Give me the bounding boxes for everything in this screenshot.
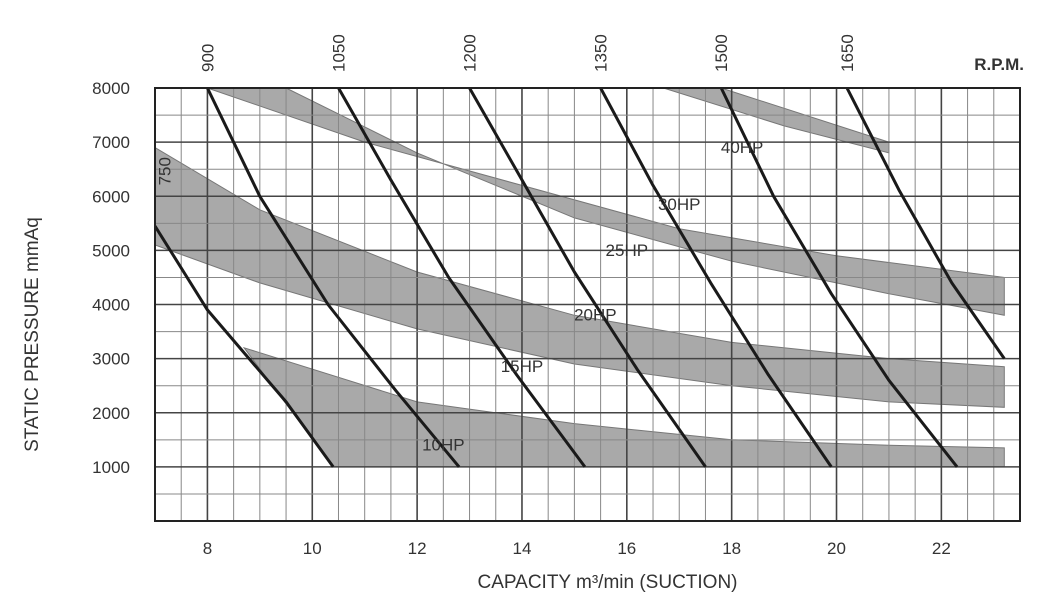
y-axis-title: STATIC PRESSURE mmAq	[22, 217, 43, 452]
hp-label-25hp: 25HP	[606, 241, 649, 260]
x-tick-label: 18	[722, 539, 741, 558]
y-tick-label: 1000	[92, 458, 130, 477]
hp-label-15hp: 15HP	[501, 357, 544, 376]
y-tick-label: 6000	[92, 187, 130, 206]
rpm-curve-750	[155, 225, 335, 468]
tick-labels: 8 10 12 14 16 18 20 22 1000 2000 3000 4000 5000 6000 7…	[92, 79, 951, 558]
hp-labels: 10HP 15HP 20HP 25HP 30HP 40HP	[422, 138, 763, 455]
rpm-label-1200: 1200	[461, 34, 480, 72]
rpm-curve-1500	[719, 88, 959, 468]
x-tick-label: 12	[408, 539, 427, 558]
hp-label-10hp: 10HP	[422, 436, 465, 455]
plot-frame	[154, 87, 1021, 522]
y-tick-label: 3000	[92, 350, 130, 369]
y-tick-label: 4000	[92, 296, 130, 315]
y-tick-label: 8000	[92, 79, 130, 98]
rpm-curve-1650	[845, 88, 1006, 360]
rpm-labels: 750 900 1050 1200 1350 1500 1650	[156, 34, 857, 185]
rpm-label-750: 750	[156, 157, 175, 185]
y-tick-label: 5000	[92, 241, 130, 260]
rpm-curve-1200	[468, 88, 707, 468]
rpm-label-900: 900	[198, 44, 217, 72]
rpm-label-1650: 1650	[838, 34, 857, 72]
rpm-curve-1050	[337, 88, 587, 468]
rpm-curve-1350	[599, 88, 833, 468]
hp-label-40hp: 40HP	[721, 138, 764, 157]
y-tick-label: 2000	[92, 404, 130, 423]
rpm-curve-900	[206, 88, 461, 468]
y-tick-label: 7000	[92, 133, 130, 152]
power-band-40hp	[663, 88, 890, 154]
x-tick-label: 14	[513, 539, 532, 558]
rpm-label-1050: 1050	[329, 34, 348, 72]
hp-label-20hp: 20HP	[574, 306, 617, 325]
rpm-axis-title: R.P.M.	[974, 55, 1024, 74]
x-tick-label: 16	[617, 539, 636, 558]
rpm-curves	[155, 88, 1006, 468]
x-tick-label: 22	[932, 539, 951, 558]
rpm-label-1350: 1350	[592, 34, 611, 72]
x-tick-label: 10	[303, 539, 322, 558]
x-tick-label: 20	[827, 539, 846, 558]
rpm-label-1500: 1500	[712, 34, 731, 72]
hp-label-30hp: 30HP	[658, 195, 701, 214]
x-tick-label: 8	[203, 539, 212, 558]
x-axis-title: CAPACITY m³/min (SUCTION)	[477, 572, 737, 593]
